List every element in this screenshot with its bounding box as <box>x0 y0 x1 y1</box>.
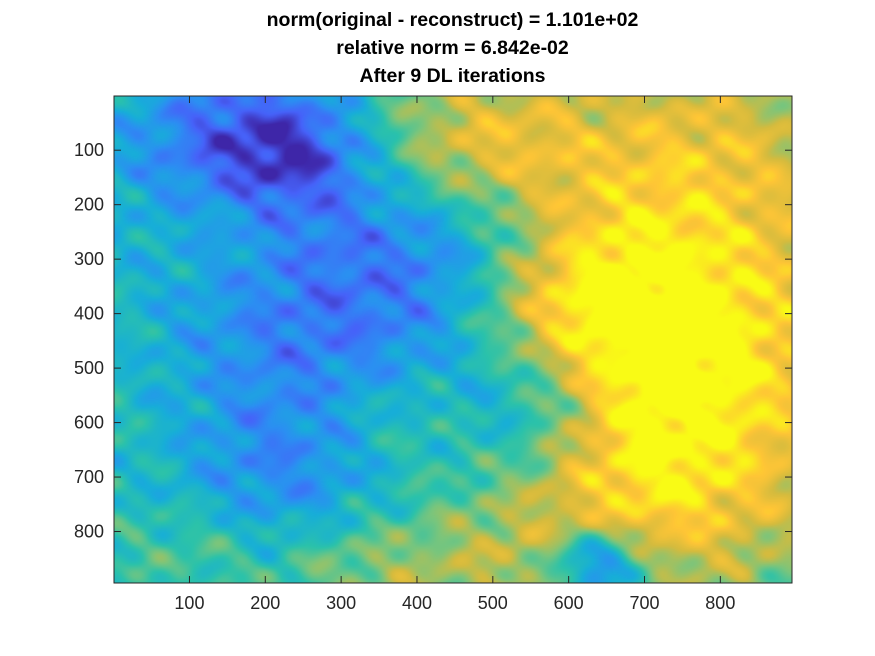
y-tick-label: 700 <box>74 467 104 487</box>
chart-title-line-2: relative norm = 6.842e-02 <box>336 37 569 59</box>
y-tick-label: 100 <box>74 140 104 160</box>
x-tick-label: 300 <box>326 593 356 613</box>
x-tick-label: 500 <box>478 593 508 613</box>
y-tick-label: 200 <box>74 195 104 215</box>
chart-title-line-1: norm(original - reconstruct) = 1.101e+02 <box>266 9 639 31</box>
y-tick-label: 600 <box>74 413 104 433</box>
x-tick-label: 600 <box>554 593 584 613</box>
x-tick-label: 400 <box>402 593 432 613</box>
x-tick-label: 800 <box>705 593 735 613</box>
y-tick-label: 500 <box>74 358 104 378</box>
x-tick-label: 100 <box>174 593 204 613</box>
x-tick-label: 200 <box>250 593 280 613</box>
axes-frame <box>113 95 793 584</box>
y-tick-label: 800 <box>74 522 104 542</box>
chart-title: norm(original - reconstruct) = 1.101e+02… <box>0 6 875 90</box>
heatmap-image <box>114 96 792 583</box>
x-tick-label: 700 <box>629 593 659 613</box>
axes: 100 200 300 400 500 600 700 800 100 200 300 400 500 6… <box>74 95 793 613</box>
y-tick-label: 300 <box>74 249 104 269</box>
chart-title-line-3: After 9 DL iterations <box>359 65 546 87</box>
y-tick-label: 400 <box>74 304 104 324</box>
